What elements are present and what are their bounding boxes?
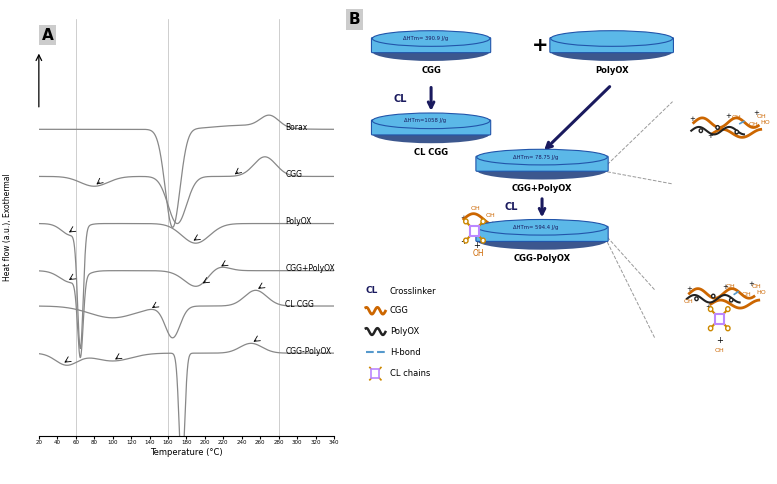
Circle shape (481, 219, 486, 224)
Circle shape (709, 307, 713, 312)
Ellipse shape (477, 231, 608, 250)
Text: +: + (531, 36, 548, 56)
Bar (715, 314, 723, 323)
Text: OH: OH (732, 115, 741, 120)
Circle shape (464, 219, 468, 224)
Circle shape (735, 130, 738, 134)
FancyBboxPatch shape (371, 38, 491, 53)
FancyBboxPatch shape (550, 38, 674, 53)
Text: HO: HO (756, 290, 766, 295)
Text: CGG+PolyOX: CGG+PolyOX (512, 184, 573, 193)
Text: +: + (723, 284, 728, 290)
Text: OH: OH (742, 292, 751, 297)
Ellipse shape (551, 43, 673, 61)
Bar (470, 226, 479, 236)
Circle shape (481, 238, 486, 243)
Text: +: + (686, 287, 692, 292)
Text: +: + (461, 215, 467, 221)
FancyBboxPatch shape (476, 227, 608, 242)
Text: OH: OH (714, 348, 724, 353)
Text: +: + (689, 116, 695, 121)
Text: +: + (716, 336, 723, 345)
Text: CGG+PolyOX: CGG+PolyOX (285, 264, 335, 273)
Text: OH: OH (748, 121, 758, 126)
Text: +: + (708, 133, 713, 139)
Text: Crosslinker: Crosslinker (390, 287, 437, 296)
FancyBboxPatch shape (476, 156, 608, 171)
Ellipse shape (477, 149, 608, 165)
Text: OH: OH (683, 299, 693, 304)
Text: +: + (726, 113, 731, 119)
Circle shape (730, 298, 733, 302)
Circle shape (716, 126, 720, 129)
X-axis label: Temperature (°C): Temperature (°C) (150, 448, 223, 456)
Text: HO: HO (761, 120, 770, 125)
Text: CL: CL (505, 202, 518, 212)
Ellipse shape (372, 125, 490, 143)
Text: +: + (706, 304, 712, 310)
Text: CL CGG: CL CGG (285, 300, 314, 309)
Circle shape (726, 326, 730, 331)
Text: Heat flow (a.u.), Exothermal: Heat flow (a.u.), Exothermal (3, 174, 12, 281)
Ellipse shape (551, 30, 673, 46)
Ellipse shape (477, 161, 608, 180)
Text: Borax: Borax (285, 123, 308, 132)
Text: +: + (473, 241, 480, 250)
Circle shape (699, 129, 702, 133)
Text: +: + (753, 110, 759, 116)
Circle shape (726, 307, 730, 312)
Text: CL CGG: CL CGG (414, 148, 448, 157)
Bar (371, 369, 379, 378)
Text: H-bond: H-bond (390, 348, 420, 357)
Text: CGG: CGG (421, 66, 441, 75)
Ellipse shape (477, 219, 608, 235)
Text: CL: CL (394, 94, 407, 104)
Text: CL chains: CL chains (390, 369, 430, 378)
Text: ΔHTm= 390.9 J/g: ΔHTm= 390.9 J/g (402, 36, 448, 41)
Text: PolyOX: PolyOX (285, 217, 312, 226)
Text: ΔHTm= 78.75 J/g: ΔHTm= 78.75 J/g (513, 154, 558, 160)
Text: CL: CL (366, 286, 378, 295)
Text: A: A (42, 28, 54, 43)
Text: PolyOX: PolyOX (595, 66, 629, 75)
Text: CGG-PolyOX: CGG-PolyOX (285, 347, 331, 356)
Circle shape (709, 326, 713, 331)
Text: OH: OH (725, 284, 735, 289)
Ellipse shape (372, 113, 490, 129)
Text: CGG: CGG (390, 306, 409, 315)
Ellipse shape (372, 43, 490, 61)
Ellipse shape (372, 30, 490, 46)
Text: ΔHTm= 594.4 J/g: ΔHTm= 594.4 J/g (513, 225, 558, 230)
Text: CGG: CGG (285, 170, 302, 179)
Text: +: + (460, 237, 467, 246)
Text: CGG-PolyOX: CGG-PolyOX (514, 255, 570, 263)
Circle shape (464, 238, 468, 243)
Circle shape (695, 297, 699, 301)
FancyBboxPatch shape (371, 120, 491, 135)
Text: +: + (490, 221, 496, 227)
Text: B: B (348, 12, 360, 27)
Text: PolyOX: PolyOX (390, 327, 419, 336)
Text: ΔHTm=1058 J/g: ΔHTm=1058 J/g (404, 118, 446, 123)
Text: +: + (748, 281, 754, 287)
Text: OH: OH (472, 249, 484, 258)
Text: OH: OH (471, 206, 480, 211)
Text: OH: OH (485, 212, 495, 217)
Text: OH: OH (757, 114, 767, 119)
Circle shape (712, 294, 715, 298)
Text: OH: OH (751, 284, 761, 289)
